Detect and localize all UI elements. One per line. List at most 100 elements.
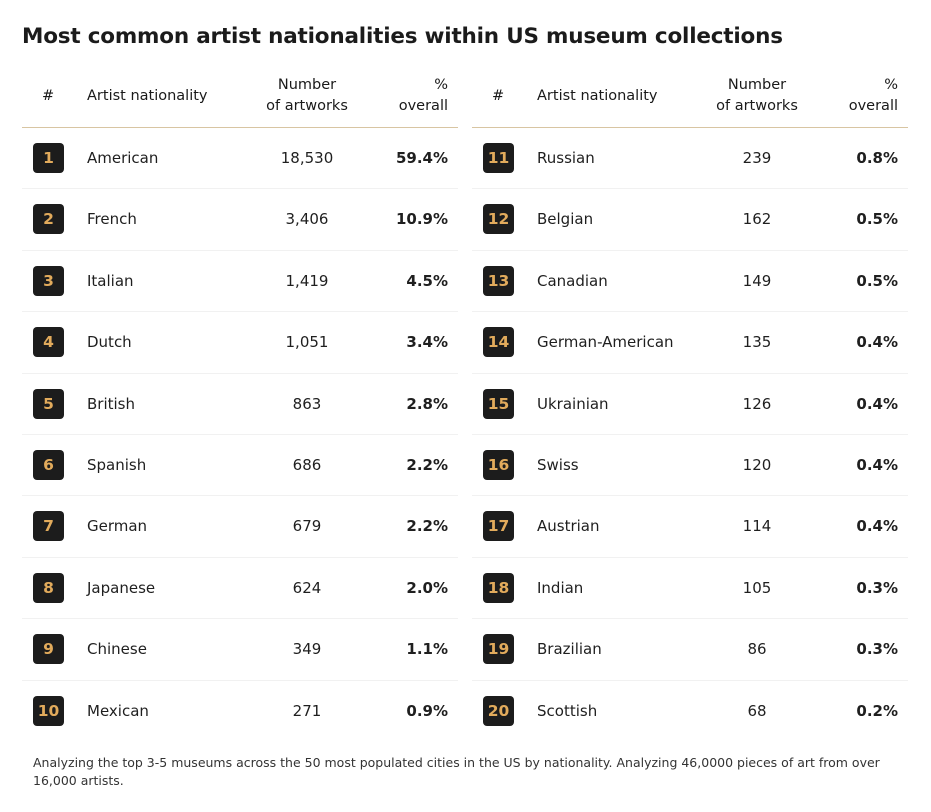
artwork-count-cell: 149 (742, 271, 772, 290)
table-row: 20 Scottish 68 0.2% (472, 681, 908, 742)
rank-badge: 6 (33, 449, 64, 480)
table-header: # Artist nationality Number of artworks %… (472, 72, 908, 128)
percent-cell: 1.1% (406, 640, 448, 659)
rank-badge: 3 (33, 265, 64, 296)
nationality-cell: Spanish (87, 455, 147, 474)
percent-cell: 2.8% (406, 394, 448, 413)
rank-badge: 1 (33, 143, 64, 173)
percent-cell: 2.0% (406, 578, 448, 597)
table-row: 7 German 679 2.2% (22, 496, 458, 558)
rank-badge: 7 (33, 511, 64, 542)
rank-badge: 4 (33, 327, 64, 358)
table-row: 14 German-American 135 0.4% (472, 312, 908, 374)
table-row: 8 Japanese 624 2.0% (22, 558, 458, 620)
nationality-cell: Indian (537, 578, 584, 597)
nationality-cell: French (87, 210, 137, 229)
rank-badge: 5 (33, 388, 64, 419)
chart-title: Most common artist nationalities within … (22, 24, 783, 49)
header-pct-line1: % (434, 77, 448, 93)
table-row: 1 American 18,530 59.4% (22, 128, 458, 190)
table-left: # Artist nationality Number of artworks %… (22, 72, 458, 742)
table-row: 11 Russian 239 0.8% (472, 128, 908, 190)
rank-badge: 19 (483, 634, 514, 665)
header-pct: % overall (849, 75, 898, 117)
nationality-cell: Swiss (537, 455, 579, 474)
header-pct: % overall (399, 75, 448, 117)
rank-badge: 9 (33, 634, 64, 665)
artwork-count-cell: 349 (292, 640, 322, 659)
footnote: Analyzing the top 3-5 museums across the… (33, 755, 880, 788)
artwork-count-cell: 624 (292, 578, 322, 597)
header-count-line1: Number (727, 77, 787, 93)
artwork-count-cell: 105 (742, 578, 772, 597)
nationality-cell: Chinese (87, 640, 147, 659)
rank-badge: 11 (483, 143, 514, 173)
artwork-count-cell: 120 (742, 455, 772, 474)
header-rank: # (42, 88, 55, 104)
nationality-cell: Russian (537, 149, 595, 167)
percent-cell: 2.2% (406, 455, 448, 474)
header-count: Number of artworks (252, 75, 362, 117)
table-body-left: 1 American 18,530 59.4% 2 French 3,406 10.9% 3 It… (22, 128, 458, 742)
artwork-count-cell: 162 (742, 210, 772, 229)
nationality-cell: British (87, 394, 135, 413)
nationality-cell: Italian (87, 271, 134, 290)
percent-cell: 0.5% (856, 210, 898, 229)
nationality-cell: Japanese (87, 578, 156, 597)
table-row: 18 Indian 105 0.3% (472, 558, 908, 620)
artwork-count-cell: 1,419 (285, 271, 329, 290)
artwork-count-cell: 68 (747, 701, 767, 720)
percent-cell: 59.4% (395, 149, 448, 167)
table-row: 16 Swiss 120 0.4% (472, 435, 908, 497)
table-row: 5 British 863 2.8% (22, 374, 458, 435)
header-nationality: Artist nationality (87, 88, 208, 104)
nationality-cell: Belgian (537, 210, 594, 229)
percent-cell: 4.5% (406, 271, 448, 290)
header-count-line1: Number (277, 77, 337, 93)
table-row: 9 Chinese 349 1.1% (22, 619, 458, 681)
artwork-count-cell: 271 (292, 701, 322, 720)
artwork-count-cell: 686 (292, 455, 322, 474)
artwork-count-cell: 114 (742, 517, 772, 536)
artwork-count-cell: 679 (292, 517, 322, 536)
table-row: 17 Austrian 114 0.4% (472, 496, 908, 558)
percent-cell: 0.4% (856, 517, 898, 536)
nationality-cell: Canadian (537, 271, 608, 290)
nationality-cell: Austrian (537, 517, 600, 536)
header-rank: # (492, 88, 505, 104)
nationality-cell: Dutch (87, 333, 132, 352)
table-row: 13 Canadian 149 0.5% (472, 251, 908, 313)
percent-cell: 0.5% (856, 271, 898, 290)
header-count-line2: of artworks (266, 98, 348, 114)
percent-cell: 0.3% (856, 578, 898, 597)
table-row: 19 Brazilian 86 0.3% (472, 619, 908, 681)
nationality-cell: Ukrainian (537, 394, 609, 413)
nationality-cell: German-American (537, 333, 674, 352)
header-pct-line2: overall (848, 98, 898, 114)
artwork-count-cell: 86 (747, 640, 767, 659)
artwork-count-cell: 239 (742, 149, 772, 167)
rank-badge: 16 (483, 449, 514, 480)
table-row: 3 Italian 1,419 4.5% (22, 251, 458, 313)
rank-badge: 17 (483, 511, 514, 542)
table-row: 4 Dutch 1,051 3.4% (22, 312, 458, 374)
table-row: 15 Ukrainian 126 0.4% (472, 374, 908, 435)
artwork-count-cell: 18,530 (280, 149, 334, 167)
rank-badge: 15 (483, 388, 514, 419)
table-row: 2 French 3,406 10.9% (22, 189, 458, 251)
percent-cell: 2.2% (406, 517, 448, 536)
rank-badge: 12 (483, 204, 514, 235)
table-row: 12 Belgian 162 0.5% (472, 189, 908, 251)
nationality-cell: Mexican (87, 701, 149, 720)
nationality-cell: German (87, 517, 148, 536)
percent-cell: 0.8% (856, 149, 898, 167)
header-pct-line1: % (884, 77, 898, 93)
percent-cell: 0.2% (856, 701, 898, 720)
percent-cell: 0.3% (856, 640, 898, 659)
percent-cell: 3.4% (406, 333, 448, 352)
table-row: 10 Mexican 271 0.9% (22, 681, 458, 742)
table-body-right: 11 Russian 239 0.8% 12 Belgian 162 0.5% 13 Canadi… (472, 128, 908, 742)
artwork-count-cell: 1,051 (285, 333, 329, 352)
header-pct-line2: overall (398, 98, 448, 114)
percent-cell: 0.9% (406, 701, 448, 720)
